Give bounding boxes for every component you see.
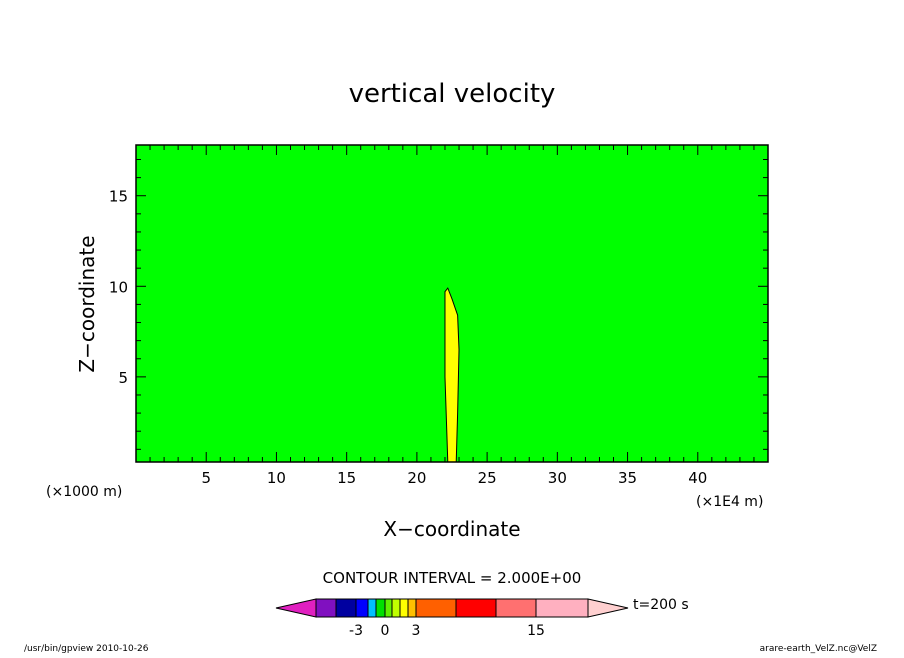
contour-interval: CONTOUR INTERVAL = 2.000E+00 xyxy=(323,569,582,587)
footer-right: arare-earth_VelZ.nc@VelZ xyxy=(760,644,877,654)
x-tick-label: 40 xyxy=(688,469,707,487)
colorbar-label: -3 xyxy=(349,623,363,639)
colorbar-segment xyxy=(399,598,409,618)
y-tick-label: 15 xyxy=(109,188,128,206)
colorbar-arrow xyxy=(587,598,629,618)
plot-frame xyxy=(135,144,769,463)
x-unit: (×1E4 m) xyxy=(696,494,763,510)
colorbar-segment xyxy=(391,598,401,618)
colorbar-segment xyxy=(535,598,589,618)
colorbar-segment xyxy=(355,598,369,618)
x-tick-label: 20 xyxy=(407,469,426,487)
colorbar-label: 3 xyxy=(412,623,421,639)
colorbar-segment xyxy=(455,598,497,618)
colorbar-segment xyxy=(415,598,457,618)
y-unit: (×1000 m) xyxy=(46,484,122,500)
x-tick-label: 30 xyxy=(548,469,567,487)
colorbar-arrow xyxy=(275,598,317,618)
colorbar-segment xyxy=(495,598,537,618)
contour-region xyxy=(444,287,460,463)
colorbar-segment xyxy=(375,598,386,618)
y-axis-label: Z−coordinate xyxy=(75,235,99,372)
colorbar-segment xyxy=(335,598,357,618)
colorbar-segment xyxy=(315,598,337,618)
x-tick-label: 15 xyxy=(337,469,356,487)
colorbar-label: 0 xyxy=(381,623,390,639)
y-tick-label: 10 xyxy=(109,278,128,296)
y-tick-label: 5 xyxy=(118,369,128,387)
colorbar-segment xyxy=(367,598,377,618)
time-label: t=200 s xyxy=(633,597,689,613)
colorbar-label: 15 xyxy=(527,623,545,639)
x-tick-label: 25 xyxy=(478,469,497,487)
chart-title: vertical velocity xyxy=(349,79,556,109)
colorbar-segment xyxy=(384,598,393,618)
colorbar-segment xyxy=(407,598,417,618)
x-tick-label: 5 xyxy=(201,469,211,487)
x-tick-label: 35 xyxy=(618,469,637,487)
x-axis-label: X−coordinate xyxy=(383,517,520,541)
footer-left: /usr/bin/gpview 2010-10-26 xyxy=(24,644,149,654)
x-tick-label: 10 xyxy=(267,469,286,487)
